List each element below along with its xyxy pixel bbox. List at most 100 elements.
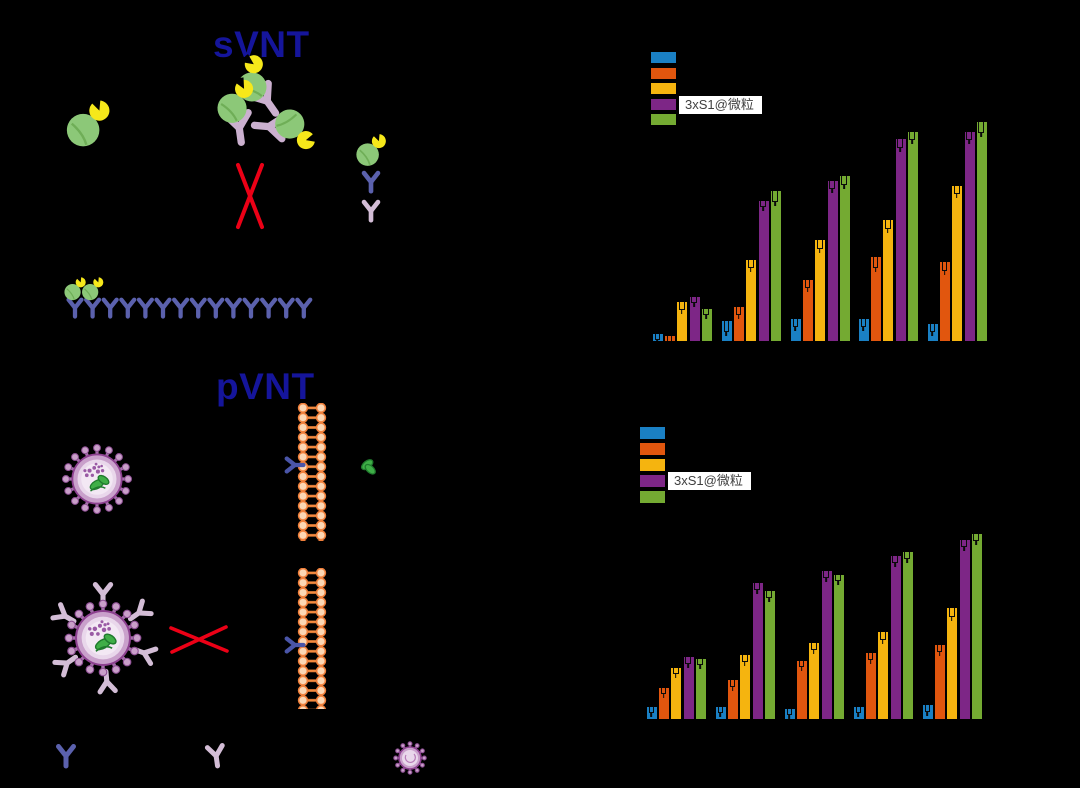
error-bar — [766, 591, 773, 599]
bar-chart1-s1-g1 — [653, 333, 663, 341]
error-bar — [672, 667, 679, 674]
bar-chart2-s3-g2 — [740, 655, 751, 719]
error-bar — [953, 186, 960, 195]
error-bar — [936, 644, 943, 652]
bar-chart1-s2-g2 — [734, 306, 745, 341]
bar-chart1-s2-g4 — [871, 257, 882, 341]
error-bar — [648, 706, 655, 713]
bar-chart1-s4-g5 — [964, 131, 975, 341]
error-bar — [747, 259, 754, 269]
error-bar — [804, 279, 811, 288]
error-bar — [892, 556, 898, 564]
bar-chart2-s4-g1 — [683, 657, 694, 719]
error-bar — [816, 240, 823, 249]
error-bar — [973, 533, 980, 541]
error-bar — [723, 321, 730, 333]
error-bar — [948, 607, 955, 617]
error-bar — [904, 552, 911, 560]
error-bar — [823, 570, 829, 578]
error-bar — [729, 679, 736, 688]
error-bar — [754, 583, 760, 591]
bar-chart2-s1-g1 — [647, 706, 657, 719]
bar-chart2-s5-g3 — [833, 574, 844, 719]
legend-swatch-1 — [651, 52, 676, 63]
bar-chart2-s3-g4 — [878, 632, 889, 719]
error-bar — [654, 333, 661, 340]
error-bar — [735, 306, 742, 315]
bar-chart2-s2-g4 — [866, 653, 877, 719]
bar-chart2-s3-g5 — [947, 607, 958, 719]
error-bar — [660, 688, 667, 695]
bar-chart1-s3-g3 — [815, 240, 826, 341]
error-bar — [772, 190, 779, 202]
bar-chart2-s4-g4 — [890, 556, 901, 719]
pvnt-title: pVNT — [216, 366, 315, 407]
bar-chart2-s4-g2 — [752, 583, 763, 719]
legend-swatch-4 — [640, 475, 665, 487]
error-bar — [978, 122, 985, 133]
error-bar — [855, 706, 862, 713]
error-bar — [691, 296, 697, 303]
legend-swatch-3 — [651, 83, 676, 94]
error-bar — [966, 131, 972, 141]
error-bar — [929, 323, 936, 333]
error-bar — [961, 539, 967, 547]
bar-chart2-s1-g5 — [923, 704, 933, 719]
error-bar — [867, 653, 874, 661]
error-bar — [941, 262, 948, 271]
error-bar — [897, 139, 903, 148]
bar-chart1-s5-g5 — [976, 122, 987, 341]
bar-chart2-s1-g2 — [716, 706, 726, 719]
bar-chart2-s1-g3 — [785, 708, 795, 719]
bar-chart1-s3-g1 — [677, 301, 688, 341]
error-bar — [741, 655, 748, 663]
legend-label: 3xS1@微粒 — [679, 95, 762, 114]
bar-chart2-s1-g4 — [854, 706, 864, 719]
bar-chart2-s5-g5 — [971, 533, 982, 719]
bar-chart2-s5-g1 — [695, 659, 706, 719]
bar-chart2-s2-g1 — [659, 688, 670, 719]
bar-chart2-s4-g3 — [821, 570, 832, 719]
bar-chart1-s1-g2 — [722, 321, 732, 341]
bar-chart1-s1-g5 — [928, 323, 938, 341]
bar-chart2-s5-g2 — [764, 591, 775, 719]
bar-chart1-s4-g3 — [827, 181, 838, 341]
error-bar — [810, 642, 817, 650]
error-bar — [717, 706, 724, 713]
error-bar — [909, 131, 916, 141]
cell-membrane — [296, 568, 328, 709]
bar-chart1-s3-g4 — [883, 220, 894, 341]
bar-chart1-s1-g4 — [859, 318, 869, 341]
cell-membrane — [296, 403, 328, 541]
error-bar — [860, 318, 867, 328]
bar-chart1-s1-g3 — [791, 318, 801, 341]
error-bar — [835, 574, 842, 581]
bar-chart1-s5-g4 — [907, 131, 918, 341]
error-bar — [792, 318, 799, 328]
bar-chart2-s5-g4 — [902, 552, 913, 719]
error-bar — [884, 220, 891, 229]
bar-chart1-s4-g1 — [689, 296, 700, 341]
bar-chart1-s2-g3 — [803, 279, 814, 341]
error-bar — [697, 659, 704, 666]
error-bar — [924, 704, 931, 712]
bar-chart2-s3-g3 — [809, 642, 820, 719]
bar-chart2-s2-g2 — [728, 679, 739, 719]
bar-chart1-s5-g1 — [701, 309, 712, 341]
error-bar — [760, 200, 766, 207]
legend-swatch-2 — [651, 67, 676, 79]
bar-chart1-s2-g5 — [940, 262, 951, 341]
legend-swatch-4 — [651, 98, 676, 110]
svnt-title: sVNT — [213, 24, 310, 65]
bar-chart2-s3-g1 — [671, 667, 682, 719]
bar-chart1-s4-g2 — [758, 200, 769, 341]
bar-chart1-s3-g2 — [746, 259, 757, 341]
error-bar — [879, 632, 886, 640]
legend-label: 3xS1@微粒 — [668, 472, 751, 490]
error-bar — [798, 661, 805, 668]
error-bar — [666, 336, 673, 341]
legend-swatch-5 — [640, 491, 665, 503]
legend-swatch-2 — [640, 443, 665, 455]
